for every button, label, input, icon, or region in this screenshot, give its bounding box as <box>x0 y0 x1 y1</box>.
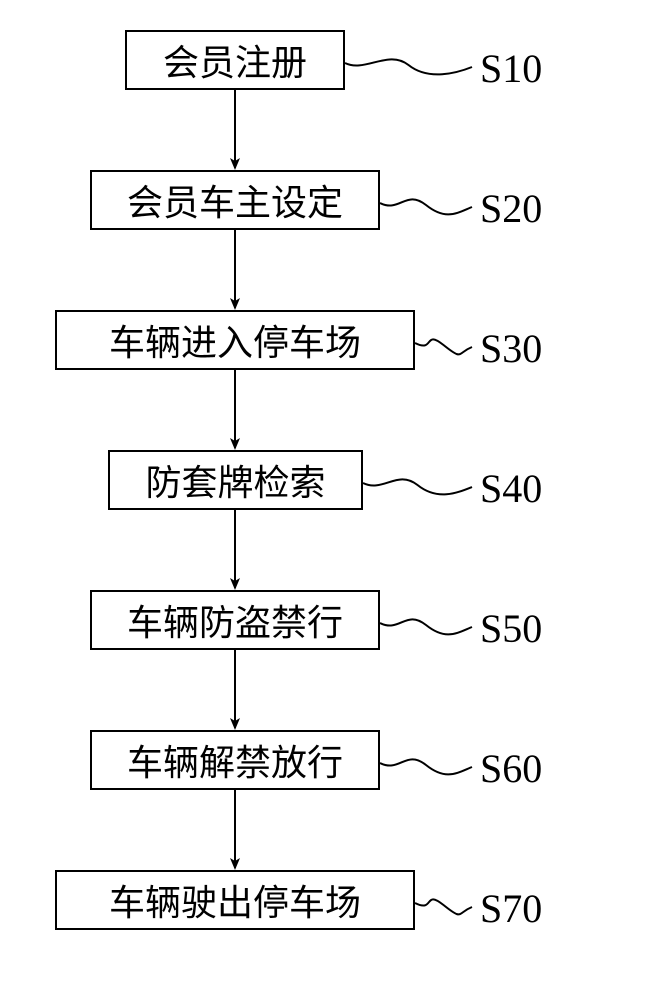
squiggle-connector <box>380 199 472 214</box>
squiggle-connector <box>415 899 472 914</box>
flow-node-text: 会员车主设定 <box>127 174 343 226</box>
squiggle-connector <box>345 59 472 74</box>
step-label-text: S60 <box>480 746 542 791</box>
step-label-text: S20 <box>480 186 542 231</box>
flow-node-text: 车辆防盗禁行 <box>127 594 343 646</box>
step-label-S50: S50 <box>480 605 542 652</box>
step-label-text: S10 <box>480 46 542 91</box>
flow-node-n7: 车辆驶出停车场 <box>55 870 415 930</box>
flow-node-text: 车辆解禁放行 <box>127 734 343 786</box>
step-label-S40: S40 <box>480 465 542 512</box>
flow-node-n6: 车辆解禁放行 <box>90 730 380 790</box>
step-label-S30: S30 <box>480 325 542 372</box>
flow-node-text: 车辆进入停车场 <box>109 314 361 366</box>
flow-node-text: 车辆驶出停车场 <box>109 874 361 926</box>
flowchart-canvas: 会员注册 S10 会员车主设定 S20 车辆进入停车场 S30 防套牌检索 S40 车辆防盗禁行… <box>0 0 647 1000</box>
flow-node-n2: 会员车主设定 <box>90 170 380 230</box>
step-label-text: S50 <box>480 606 542 651</box>
step-label-S10: S10 <box>480 45 542 92</box>
flow-node-n5: 车辆防盗禁行 <box>90 590 380 650</box>
squiggle-connector <box>363 479 472 494</box>
squiggle-connector <box>380 759 472 774</box>
step-label-S60: S60 <box>480 745 542 792</box>
step-label-text: S70 <box>480 886 542 931</box>
squiggle-connector <box>415 339 472 354</box>
flow-node-n1: 会员注册 <box>125 30 345 90</box>
flow-node-n3: 车辆进入停车场 <box>55 310 415 370</box>
squiggle-connector <box>380 619 472 634</box>
flow-node-text: 会员注册 <box>163 34 307 86</box>
step-label-S20: S20 <box>480 185 542 232</box>
flow-node-text: 防套牌检索 <box>145 454 325 506</box>
step-label-text: S40 <box>480 466 542 511</box>
step-label-text: S30 <box>480 326 542 371</box>
flow-node-n4: 防套牌检索 <box>108 450 363 510</box>
step-label-S70: S70 <box>480 885 542 932</box>
